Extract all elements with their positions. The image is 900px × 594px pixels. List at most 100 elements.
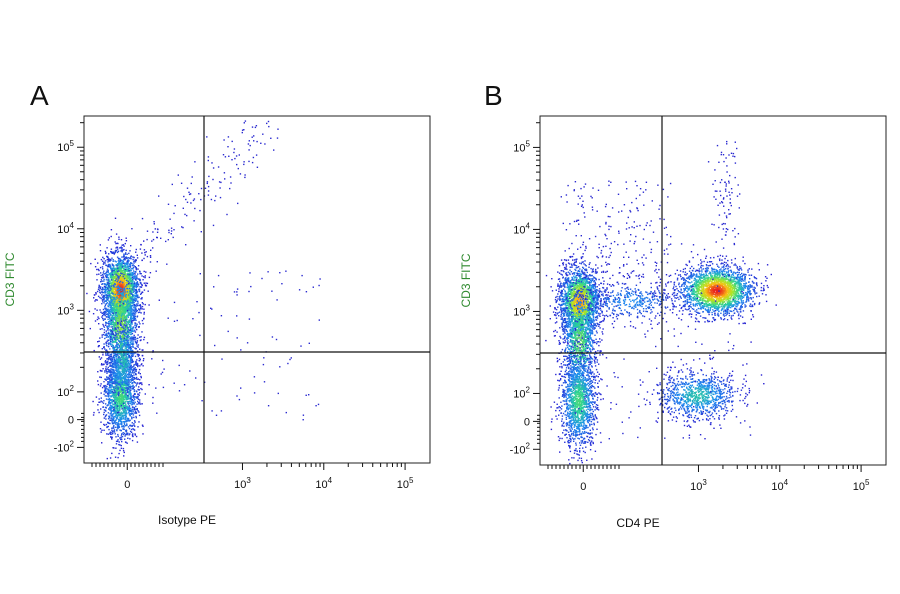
data-point bbox=[131, 417, 133, 419]
data-point bbox=[113, 282, 116, 284]
data-point bbox=[131, 382, 133, 385]
data-point bbox=[119, 398, 121, 400]
data-point bbox=[120, 263, 122, 265]
data-point bbox=[131, 310, 133, 313]
data-point bbox=[125, 257, 127, 259]
data-point bbox=[127, 304, 129, 307]
data-point bbox=[130, 289, 132, 291]
data-point bbox=[110, 250, 112, 253]
data-point bbox=[124, 367, 126, 369]
data-point bbox=[116, 317, 118, 319]
data-point bbox=[100, 274, 102, 277]
data-point bbox=[123, 263, 126, 265]
data-point bbox=[135, 405, 137, 408]
data-point bbox=[104, 283, 106, 286]
data-point bbox=[131, 307, 133, 310]
data-point bbox=[109, 348, 111, 350]
data-point bbox=[128, 319, 131, 321]
data-point bbox=[135, 303, 138, 305]
data-point bbox=[118, 259, 120, 261]
data-point bbox=[130, 381, 132, 383]
data-point bbox=[117, 363, 119, 366]
data-point bbox=[109, 386, 111, 388]
data-point bbox=[141, 291, 144, 293]
data-point bbox=[106, 391, 108, 393]
data-point bbox=[112, 432, 114, 434]
data-point bbox=[126, 320, 128, 323]
data-point bbox=[137, 398, 140, 400]
data-point bbox=[123, 300, 125, 302]
data-point bbox=[129, 430, 132, 433]
data-point bbox=[125, 429, 128, 432]
data-point bbox=[103, 313, 105, 315]
data-point bbox=[125, 286, 127, 289]
data-point bbox=[116, 265, 118, 267]
data-point bbox=[129, 290, 131, 292]
data-point bbox=[128, 393, 130, 395]
data-point bbox=[136, 359, 138, 361]
data-point bbox=[109, 432, 111, 434]
data-point bbox=[111, 392, 113, 394]
data-point bbox=[109, 264, 111, 266]
data-point bbox=[131, 328, 133, 330]
data-point bbox=[108, 417, 110, 419]
data-point bbox=[104, 389, 107, 391]
data-point bbox=[132, 341, 134, 343]
data-point bbox=[133, 315, 135, 317]
data-point bbox=[131, 434, 134, 436]
data-point bbox=[142, 322, 144, 325]
data-point bbox=[106, 310, 108, 313]
data-point bbox=[93, 294, 96, 296]
data-point bbox=[128, 299, 131, 302]
data-point bbox=[101, 266, 104, 268]
data-point bbox=[126, 286, 128, 289]
data-point bbox=[133, 265, 135, 267]
data-point bbox=[112, 388, 115, 390]
data-point bbox=[122, 265, 124, 267]
data-point bbox=[105, 390, 107, 392]
data-point bbox=[101, 370, 103, 372]
data-point bbox=[134, 310, 136, 313]
data-point bbox=[132, 291, 134, 294]
data-point bbox=[130, 413, 133, 415]
data-point bbox=[133, 390, 135, 393]
data-point bbox=[133, 424, 135, 427]
data-point bbox=[108, 335, 110, 338]
data-point bbox=[132, 273, 135, 275]
data-point bbox=[117, 297, 120, 299]
data-point bbox=[129, 292, 131, 294]
data-point bbox=[124, 271, 127, 273]
data-point bbox=[121, 296, 123, 298]
data-point bbox=[117, 248, 119, 250]
data-point bbox=[131, 327, 134, 329]
data-point bbox=[117, 260, 119, 262]
data-point bbox=[114, 290, 117, 292]
data-point bbox=[113, 268, 116, 271]
data-point bbox=[114, 279, 116, 282]
data-point bbox=[108, 324, 111, 326]
data-point bbox=[133, 309, 135, 311]
data-point bbox=[128, 413, 131, 415]
data-point bbox=[125, 327, 127, 329]
data-point bbox=[109, 413, 111, 415]
data-point bbox=[112, 419, 115, 422]
data-point bbox=[144, 393, 146, 395]
data-point bbox=[109, 407, 111, 409]
data-point bbox=[135, 324, 138, 327]
data-point bbox=[106, 294, 108, 296]
data-point bbox=[120, 293, 123, 295]
data-point bbox=[127, 316, 129, 318]
data-point bbox=[120, 318, 122, 321]
data-point bbox=[120, 390, 123, 392]
data-point bbox=[122, 244, 125, 246]
data-point bbox=[113, 366, 115, 368]
data-point bbox=[114, 421, 116, 423]
data-point bbox=[95, 396, 98, 398]
data-point bbox=[135, 327, 137, 329]
data-point bbox=[97, 268, 100, 271]
data-point bbox=[121, 276, 123, 278]
data-point bbox=[105, 387, 107, 389]
data-point bbox=[123, 323, 125, 325]
data-point bbox=[105, 291, 107, 294]
data-point bbox=[129, 393, 131, 395]
